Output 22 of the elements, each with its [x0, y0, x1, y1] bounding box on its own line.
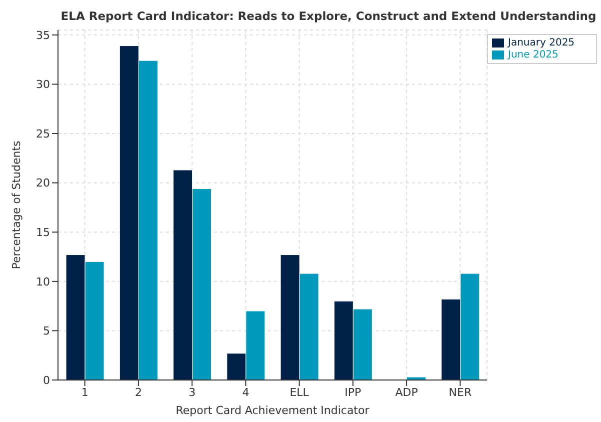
y-tick-label: 25 [36, 127, 50, 140]
y-tick-label: 20 [36, 176, 50, 190]
y-tick-label: 30 [36, 78, 50, 92]
x-tick-label: IPP [344, 386, 362, 399]
x-tick-label: 3 [188, 386, 196, 399]
x-axis-title: Report Card Achievement Indicator [176, 404, 370, 417]
chart-title: ELA Report Card Indicator: Reads to Explore, Construct and Extend Understanding [60, 9, 598, 23]
y-tick-label: 5 [43, 324, 50, 338]
y-tick-label: 10 [36, 275, 50, 288]
x-tick-label: ELL [290, 386, 310, 399]
x-tick-label: 2 [134, 386, 142, 399]
y-axis-title: Percentage of Students [10, 140, 23, 270]
y-tick-label: 0 [43, 374, 50, 387]
x-tick-label: 1 [81, 386, 88, 399]
y-tick-label: 15 [36, 226, 50, 240]
x-tick-label: ADP [395, 386, 418, 399]
x-tick-label: 4 [242, 386, 250, 399]
legend-label: January 2025 [508, 38, 575, 49]
legend-label: June 2025 [508, 50, 558, 61]
bar [406, 376, 426, 380]
y-tick-label: 35 [36, 28, 50, 42]
x-tick-label: NER [448, 386, 472, 399]
